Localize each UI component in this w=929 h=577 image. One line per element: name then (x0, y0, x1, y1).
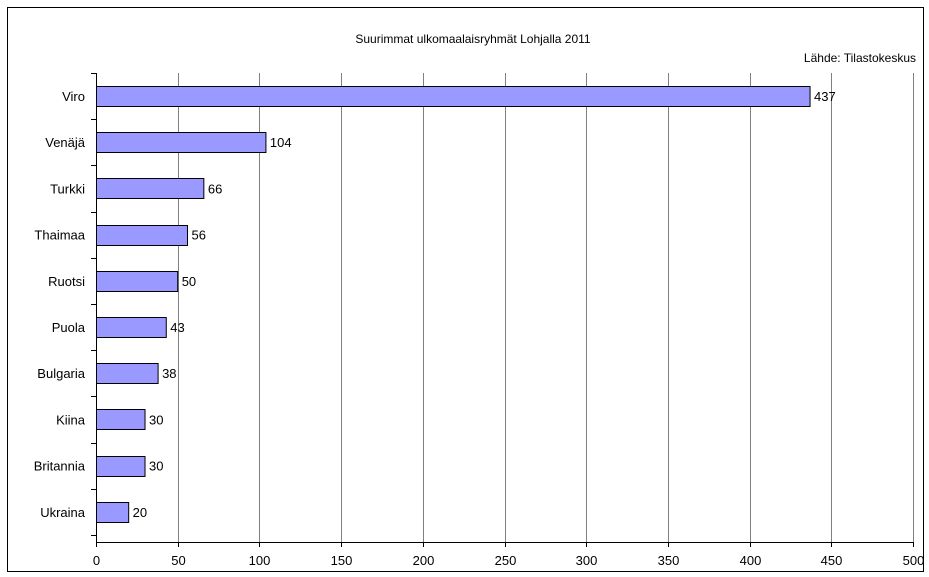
bar (96, 456, 146, 477)
bar (96, 502, 130, 523)
category-label: Ukraina (40, 505, 86, 520)
x-tick-label: 100 (249, 553, 271, 568)
category-label: Britannia (34, 459, 86, 474)
category-label: Ruotsi (48, 274, 85, 289)
bars (96, 86, 811, 523)
x-tick-label: 400 (740, 553, 762, 568)
category-label: Puola (52, 320, 86, 335)
x-tick-label: 0 (93, 553, 100, 568)
category-label: Venäjä (45, 135, 86, 150)
bar (96, 225, 189, 246)
x-tick-label: 450 (821, 553, 843, 568)
axes (91, 73, 914, 547)
bar (96, 132, 267, 153)
data-label: 30 (149, 412, 163, 427)
data-label: 56 (192, 228, 206, 243)
bar (96, 178, 205, 199)
x-tick-label: 350 (658, 553, 680, 568)
data-label: 30 (149, 459, 163, 474)
data-label: 437 (814, 89, 836, 104)
chart-source: Lähde: Tilastokeskus (804, 51, 916, 65)
data-label: 43 (170, 320, 184, 335)
x-tick-label: 50 (171, 553, 185, 568)
bar (96, 86, 811, 107)
labels: 0 50 100 150 200 250 300 350 400 450 500 Viro 437 Ven… (34, 89, 925, 568)
data-label: 104 (270, 135, 292, 150)
chart-title: Suurimmat ulkomaalaisryhmät Lohjalla 201… (355, 32, 591, 46)
x-tick-label: 250 (495, 553, 517, 568)
category-label: Kiina (56, 412, 86, 427)
data-label: 38 (162, 366, 176, 381)
category-label: Thaimaa (34, 228, 85, 243)
data-label: 66 (208, 181, 222, 196)
x-tick-label: 150 (331, 553, 353, 568)
bar (96, 271, 179, 292)
bar (96, 409, 146, 430)
bar (96, 317, 167, 338)
category-label: Viro (62, 89, 85, 104)
data-label: 20 (133, 505, 147, 520)
x-tick-label: 200 (413, 553, 435, 568)
x-tick-label: 300 (576, 553, 598, 568)
category-label: Turkki (50, 181, 85, 196)
x-tick-label: 500 (903, 553, 925, 568)
data-label: 50 (182, 274, 196, 289)
category-label: Bulgaria (37, 366, 85, 381)
bar (96, 363, 159, 384)
